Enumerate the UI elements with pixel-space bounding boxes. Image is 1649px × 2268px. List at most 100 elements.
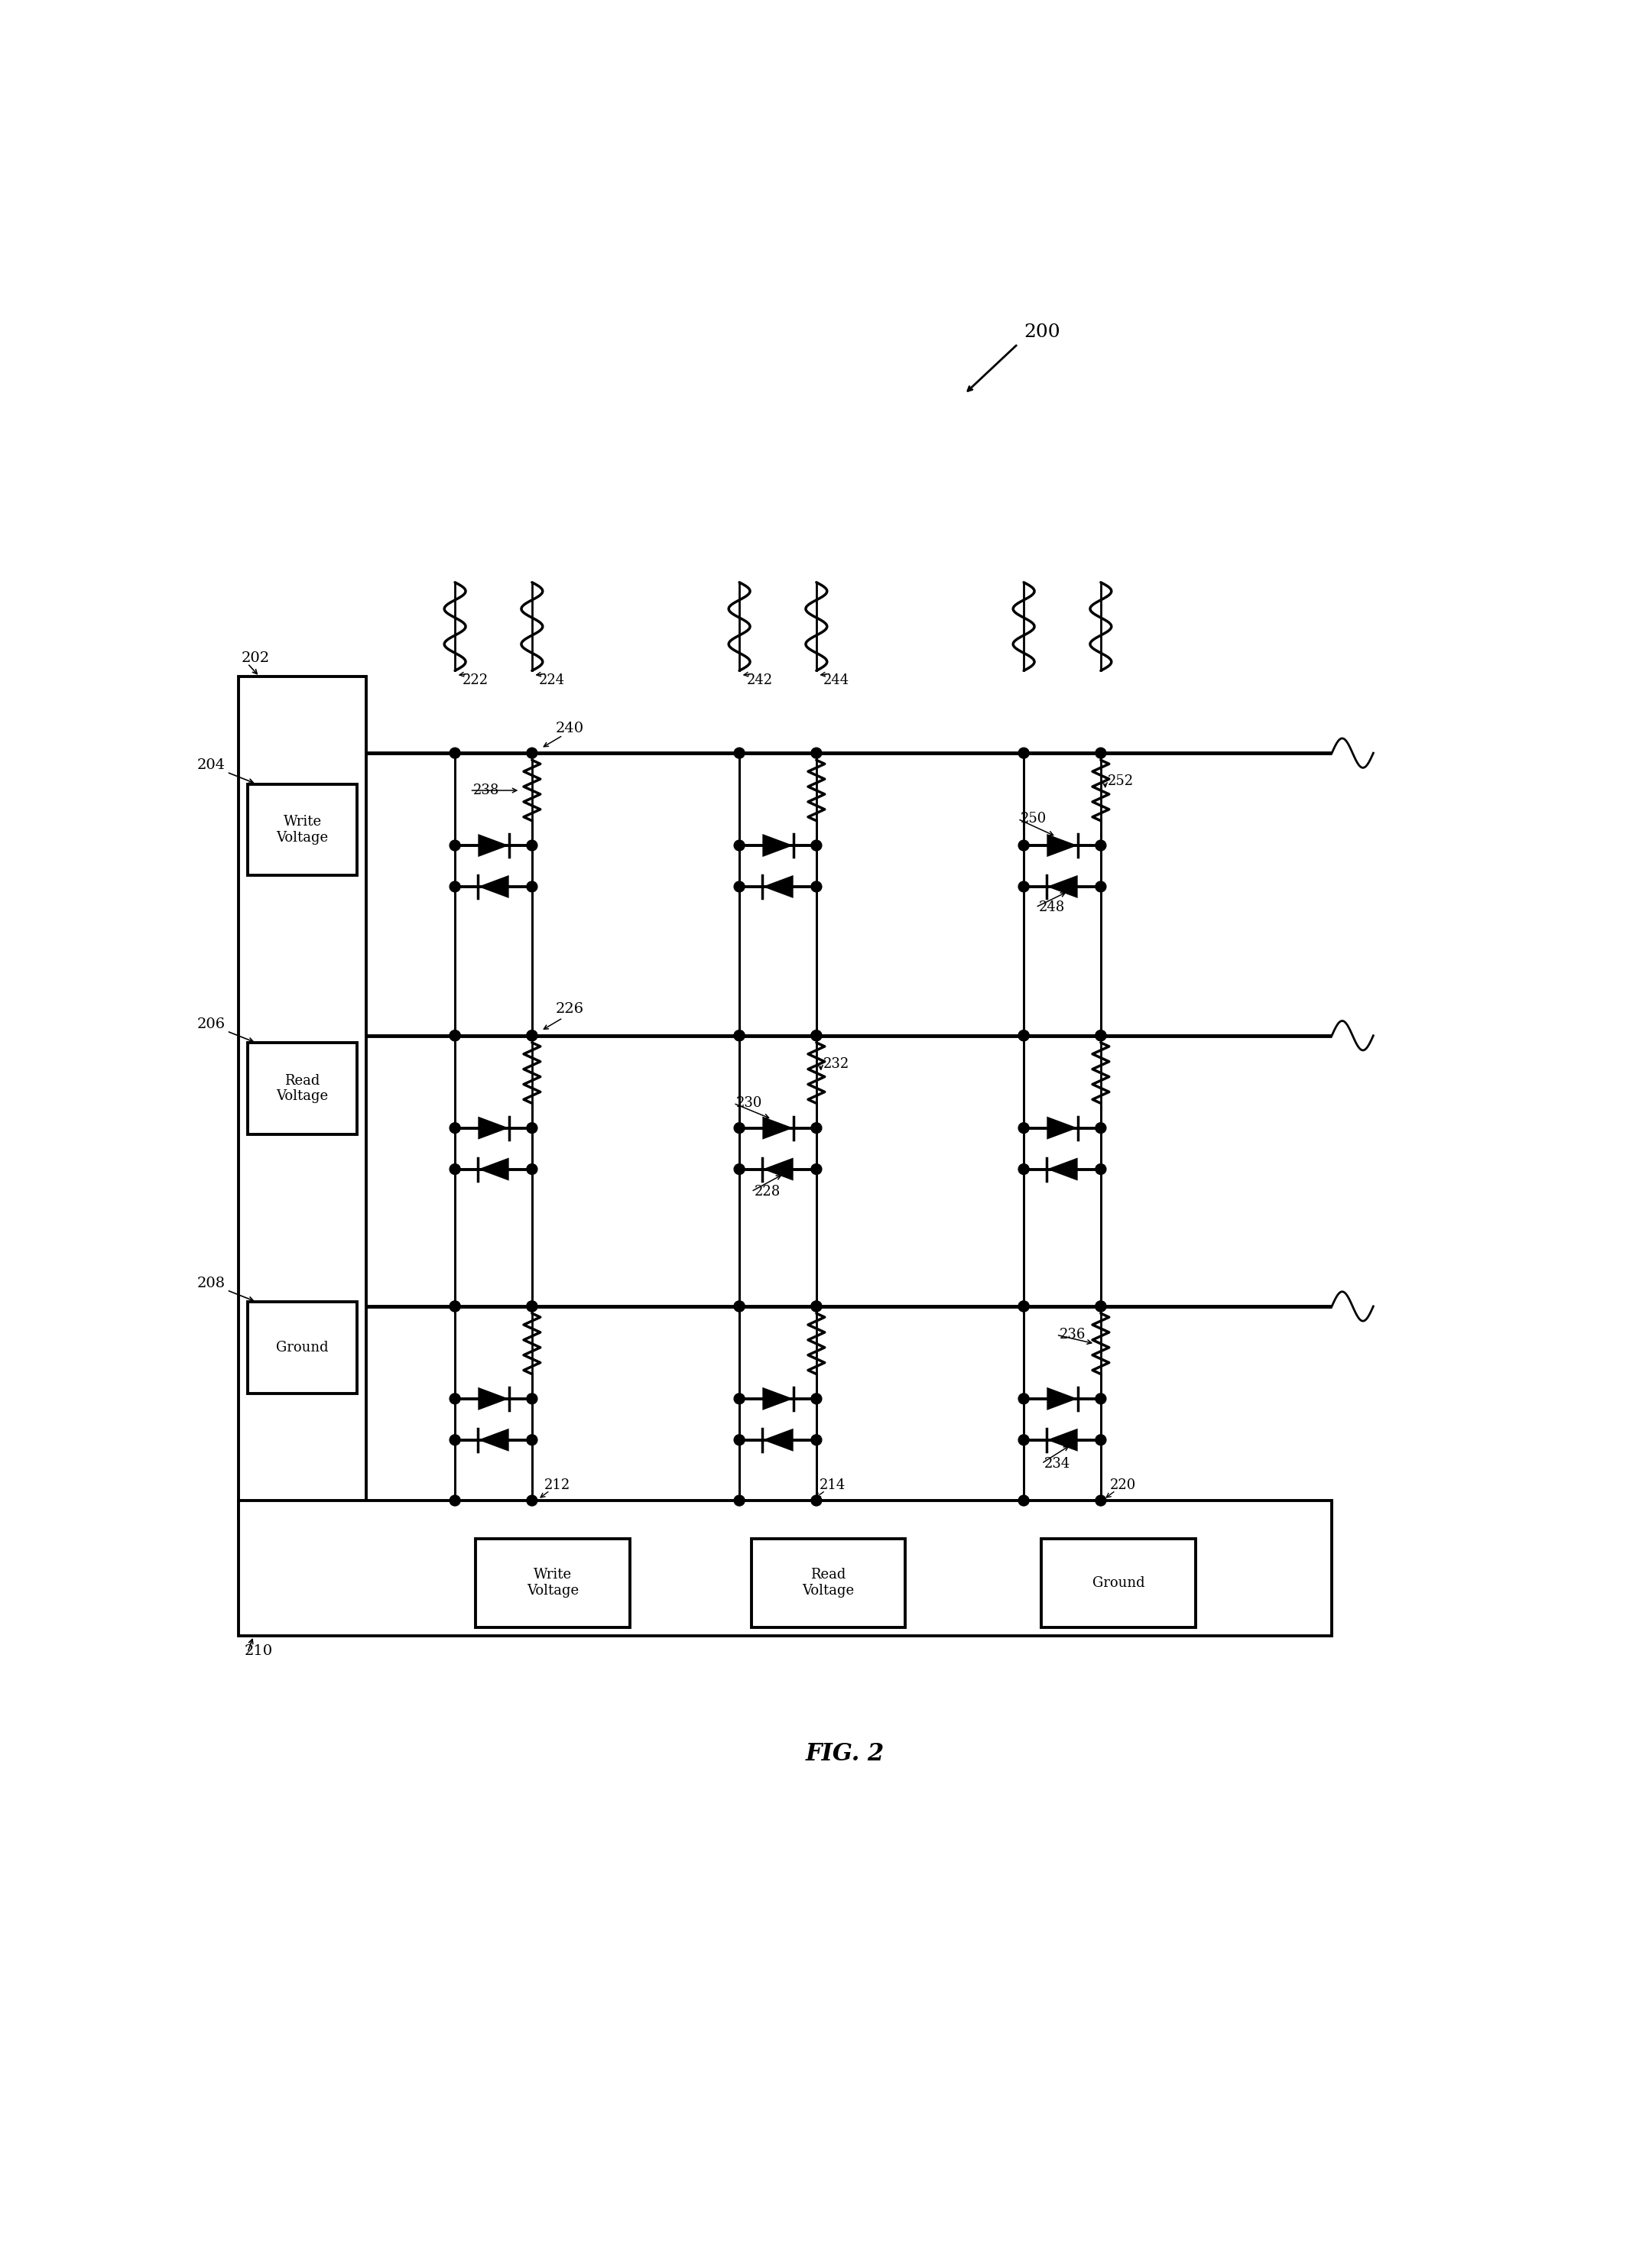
Circle shape: [450, 1302, 460, 1311]
Circle shape: [811, 1163, 821, 1175]
Circle shape: [811, 1302, 821, 1311]
Text: 232: 232: [823, 1057, 849, 1070]
Text: 212: 212: [544, 1479, 571, 1492]
Polygon shape: [1047, 875, 1078, 898]
Bar: [239, 1501, 1332, 1635]
Text: 200: 200: [1024, 324, 1060, 340]
Text: 224: 224: [539, 674, 566, 687]
Polygon shape: [762, 1388, 793, 1411]
Circle shape: [1019, 1495, 1029, 1506]
Circle shape: [1095, 1436, 1106, 1445]
Circle shape: [1019, 1030, 1029, 1041]
Text: Read
Voltage: Read Voltage: [277, 1073, 328, 1102]
Polygon shape: [762, 835, 793, 857]
Bar: [247, 1302, 358, 1393]
Circle shape: [811, 1030, 821, 1041]
Text: 240: 240: [556, 721, 584, 735]
Polygon shape: [762, 1157, 793, 1182]
Circle shape: [450, 1393, 460, 1404]
Circle shape: [450, 1123, 460, 1134]
Circle shape: [450, 1436, 460, 1445]
Circle shape: [811, 1393, 821, 1404]
Text: 208: 208: [198, 1277, 226, 1290]
Text: 222: 222: [462, 674, 488, 687]
Circle shape: [526, 1393, 538, 1404]
Circle shape: [1019, 1436, 1029, 1445]
Text: 252: 252: [1108, 776, 1135, 789]
Polygon shape: [762, 1429, 793, 1452]
Circle shape: [526, 1302, 538, 1311]
Circle shape: [526, 1436, 538, 1445]
Text: 206: 206: [198, 1018, 226, 1032]
Circle shape: [1095, 748, 1106, 758]
Bar: [752, 1538, 905, 1626]
Text: 228: 228: [754, 1184, 780, 1198]
Circle shape: [1019, 1163, 1029, 1175]
Polygon shape: [478, 835, 510, 857]
Polygon shape: [478, 875, 510, 898]
Text: 234: 234: [1044, 1456, 1070, 1470]
Circle shape: [734, 1030, 745, 1041]
Circle shape: [1095, 882, 1106, 891]
Circle shape: [811, 1495, 821, 1506]
Circle shape: [1095, 1123, 1106, 1134]
Circle shape: [734, 1302, 745, 1311]
Circle shape: [526, 882, 538, 891]
Bar: [247, 785, 358, 875]
Circle shape: [526, 839, 538, 850]
Circle shape: [1019, 1302, 1029, 1311]
Text: 242: 242: [747, 674, 772, 687]
Circle shape: [734, 1436, 745, 1445]
Text: Read
Voltage: Read Voltage: [801, 1567, 854, 1597]
Polygon shape: [1047, 835, 1078, 857]
Text: 250: 250: [1021, 812, 1047, 826]
Circle shape: [734, 839, 745, 850]
Polygon shape: [478, 1157, 510, 1182]
Polygon shape: [762, 875, 793, 898]
Text: 230: 230: [737, 1095, 763, 1109]
Circle shape: [526, 1302, 538, 1311]
Text: 202: 202: [242, 651, 270, 665]
Text: Write
Voltage: Write Voltage: [277, 814, 328, 844]
Polygon shape: [478, 1388, 510, 1411]
Circle shape: [734, 1302, 745, 1311]
Circle shape: [526, 1495, 538, 1506]
Circle shape: [450, 1163, 460, 1175]
Circle shape: [811, 1436, 821, 1445]
Circle shape: [526, 1163, 538, 1175]
Circle shape: [811, 1302, 821, 1311]
Circle shape: [734, 882, 745, 891]
Text: 214: 214: [820, 1479, 846, 1492]
Circle shape: [526, 1123, 538, 1134]
Bar: [239, 676, 366, 1517]
Text: 220: 220: [1110, 1479, 1136, 1492]
Circle shape: [1095, 1302, 1106, 1311]
Text: 226: 226: [556, 1002, 584, 1016]
Circle shape: [1095, 1393, 1106, 1404]
Circle shape: [1095, 1302, 1106, 1311]
Polygon shape: [1047, 1157, 1078, 1182]
Circle shape: [1019, 882, 1029, 891]
Circle shape: [811, 1030, 821, 1041]
Circle shape: [526, 1030, 538, 1041]
Circle shape: [1095, 1163, 1106, 1175]
Circle shape: [1095, 1030, 1106, 1041]
Circle shape: [450, 1030, 460, 1041]
Text: 248: 248: [1039, 900, 1065, 914]
Circle shape: [1019, 748, 1029, 758]
Bar: [247, 1043, 358, 1134]
Circle shape: [734, 1163, 745, 1175]
Bar: [475, 1538, 630, 1626]
Circle shape: [1019, 1302, 1029, 1311]
Circle shape: [450, 1302, 460, 1311]
Circle shape: [450, 748, 460, 758]
Text: 204: 204: [198, 758, 226, 773]
Text: Write
Voltage: Write Voltage: [526, 1567, 579, 1597]
Polygon shape: [478, 1429, 510, 1452]
Circle shape: [1019, 1030, 1029, 1041]
Circle shape: [526, 1030, 538, 1041]
Text: 244: 244: [823, 674, 849, 687]
Polygon shape: [1047, 1429, 1078, 1452]
Circle shape: [734, 1123, 745, 1134]
Circle shape: [1095, 1495, 1106, 1506]
